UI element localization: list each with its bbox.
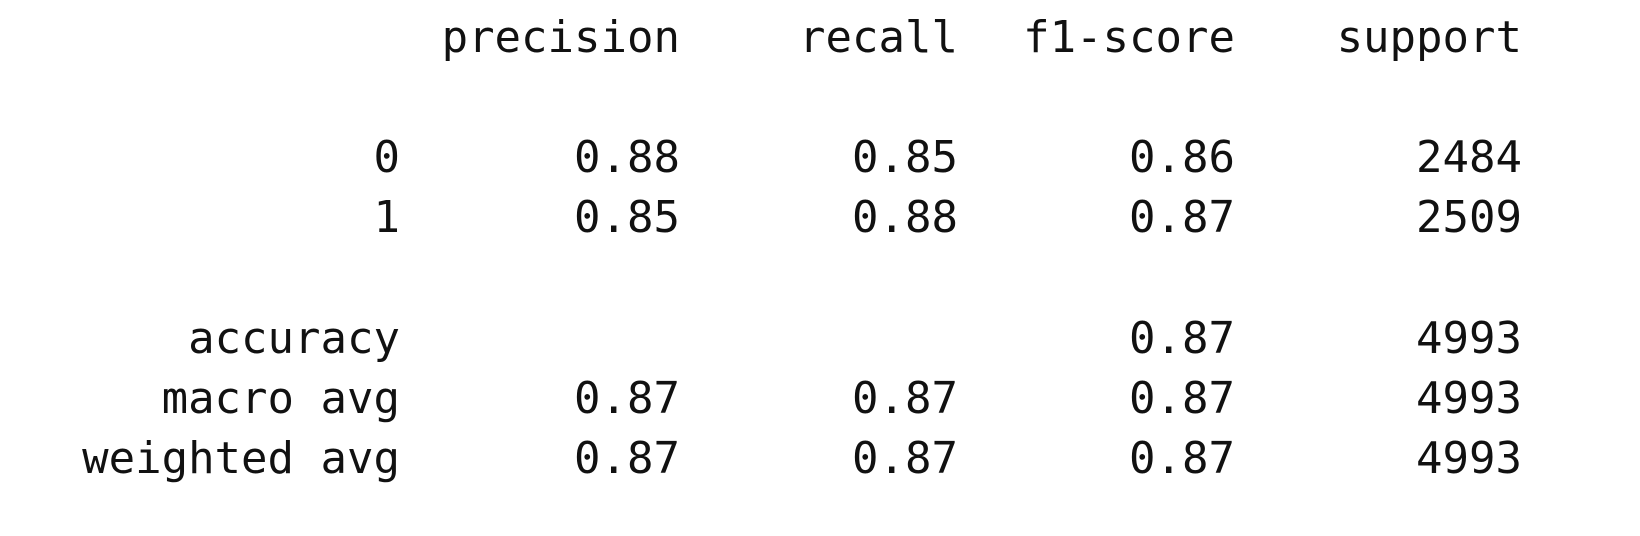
row-precision: 0.87	[574, 373, 680, 424]
header-support: support	[1336, 12, 1522, 63]
row-label: accuracy	[188, 313, 400, 364]
report-header-row: precision recall f1-score support	[0, 8, 1640, 68]
header-f1-score: f1-score	[1023, 12, 1235, 63]
row-precision: 0.85	[574, 192, 680, 243]
row-label: weighted avg	[82, 433, 400, 484]
row-precision: 0.88	[574, 132, 680, 183]
weighted-avg-row: weighted avg 0.87 0.87 0.87 4993	[0, 429, 1640, 489]
row-label: 0	[373, 132, 401, 183]
header-recall: recall	[799, 12, 958, 63]
accuracy-row: accuracy 0.87 4993	[0, 309, 1640, 369]
class-row-1: 1 0.85 0.88 0.87 2509	[0, 188, 1640, 248]
row-f1-score: 0.87	[1129, 192, 1235, 243]
header-precision: precision	[441, 12, 680, 63]
row-f1-score: 0.87	[1129, 313, 1235, 364]
row-support: 4993	[1416, 373, 1522, 424]
row-f1-score: 0.86	[1129, 132, 1235, 183]
row-f1-score: 0.87	[1129, 373, 1235, 424]
row-precision: 0.87	[574, 433, 680, 484]
row-support: 4993	[1416, 313, 1522, 364]
row-label: macro avg	[161, 373, 400, 424]
class-row-0: 0 0.88 0.85 0.86 2484	[0, 128, 1640, 188]
row-support: 2484	[1416, 132, 1522, 183]
row-recall: 0.85	[852, 132, 958, 183]
row-support: 2509	[1416, 192, 1522, 243]
macro-avg-row: macro avg 0.87 0.87 0.87 4993	[0, 369, 1640, 429]
row-support: 4993	[1416, 433, 1522, 484]
row-recall: 0.87	[852, 433, 958, 484]
row-recall: 0.88	[852, 192, 958, 243]
row-label: 1	[373, 192, 401, 243]
row-f1-score: 0.87	[1129, 433, 1235, 484]
row-recall: 0.87	[852, 373, 958, 424]
